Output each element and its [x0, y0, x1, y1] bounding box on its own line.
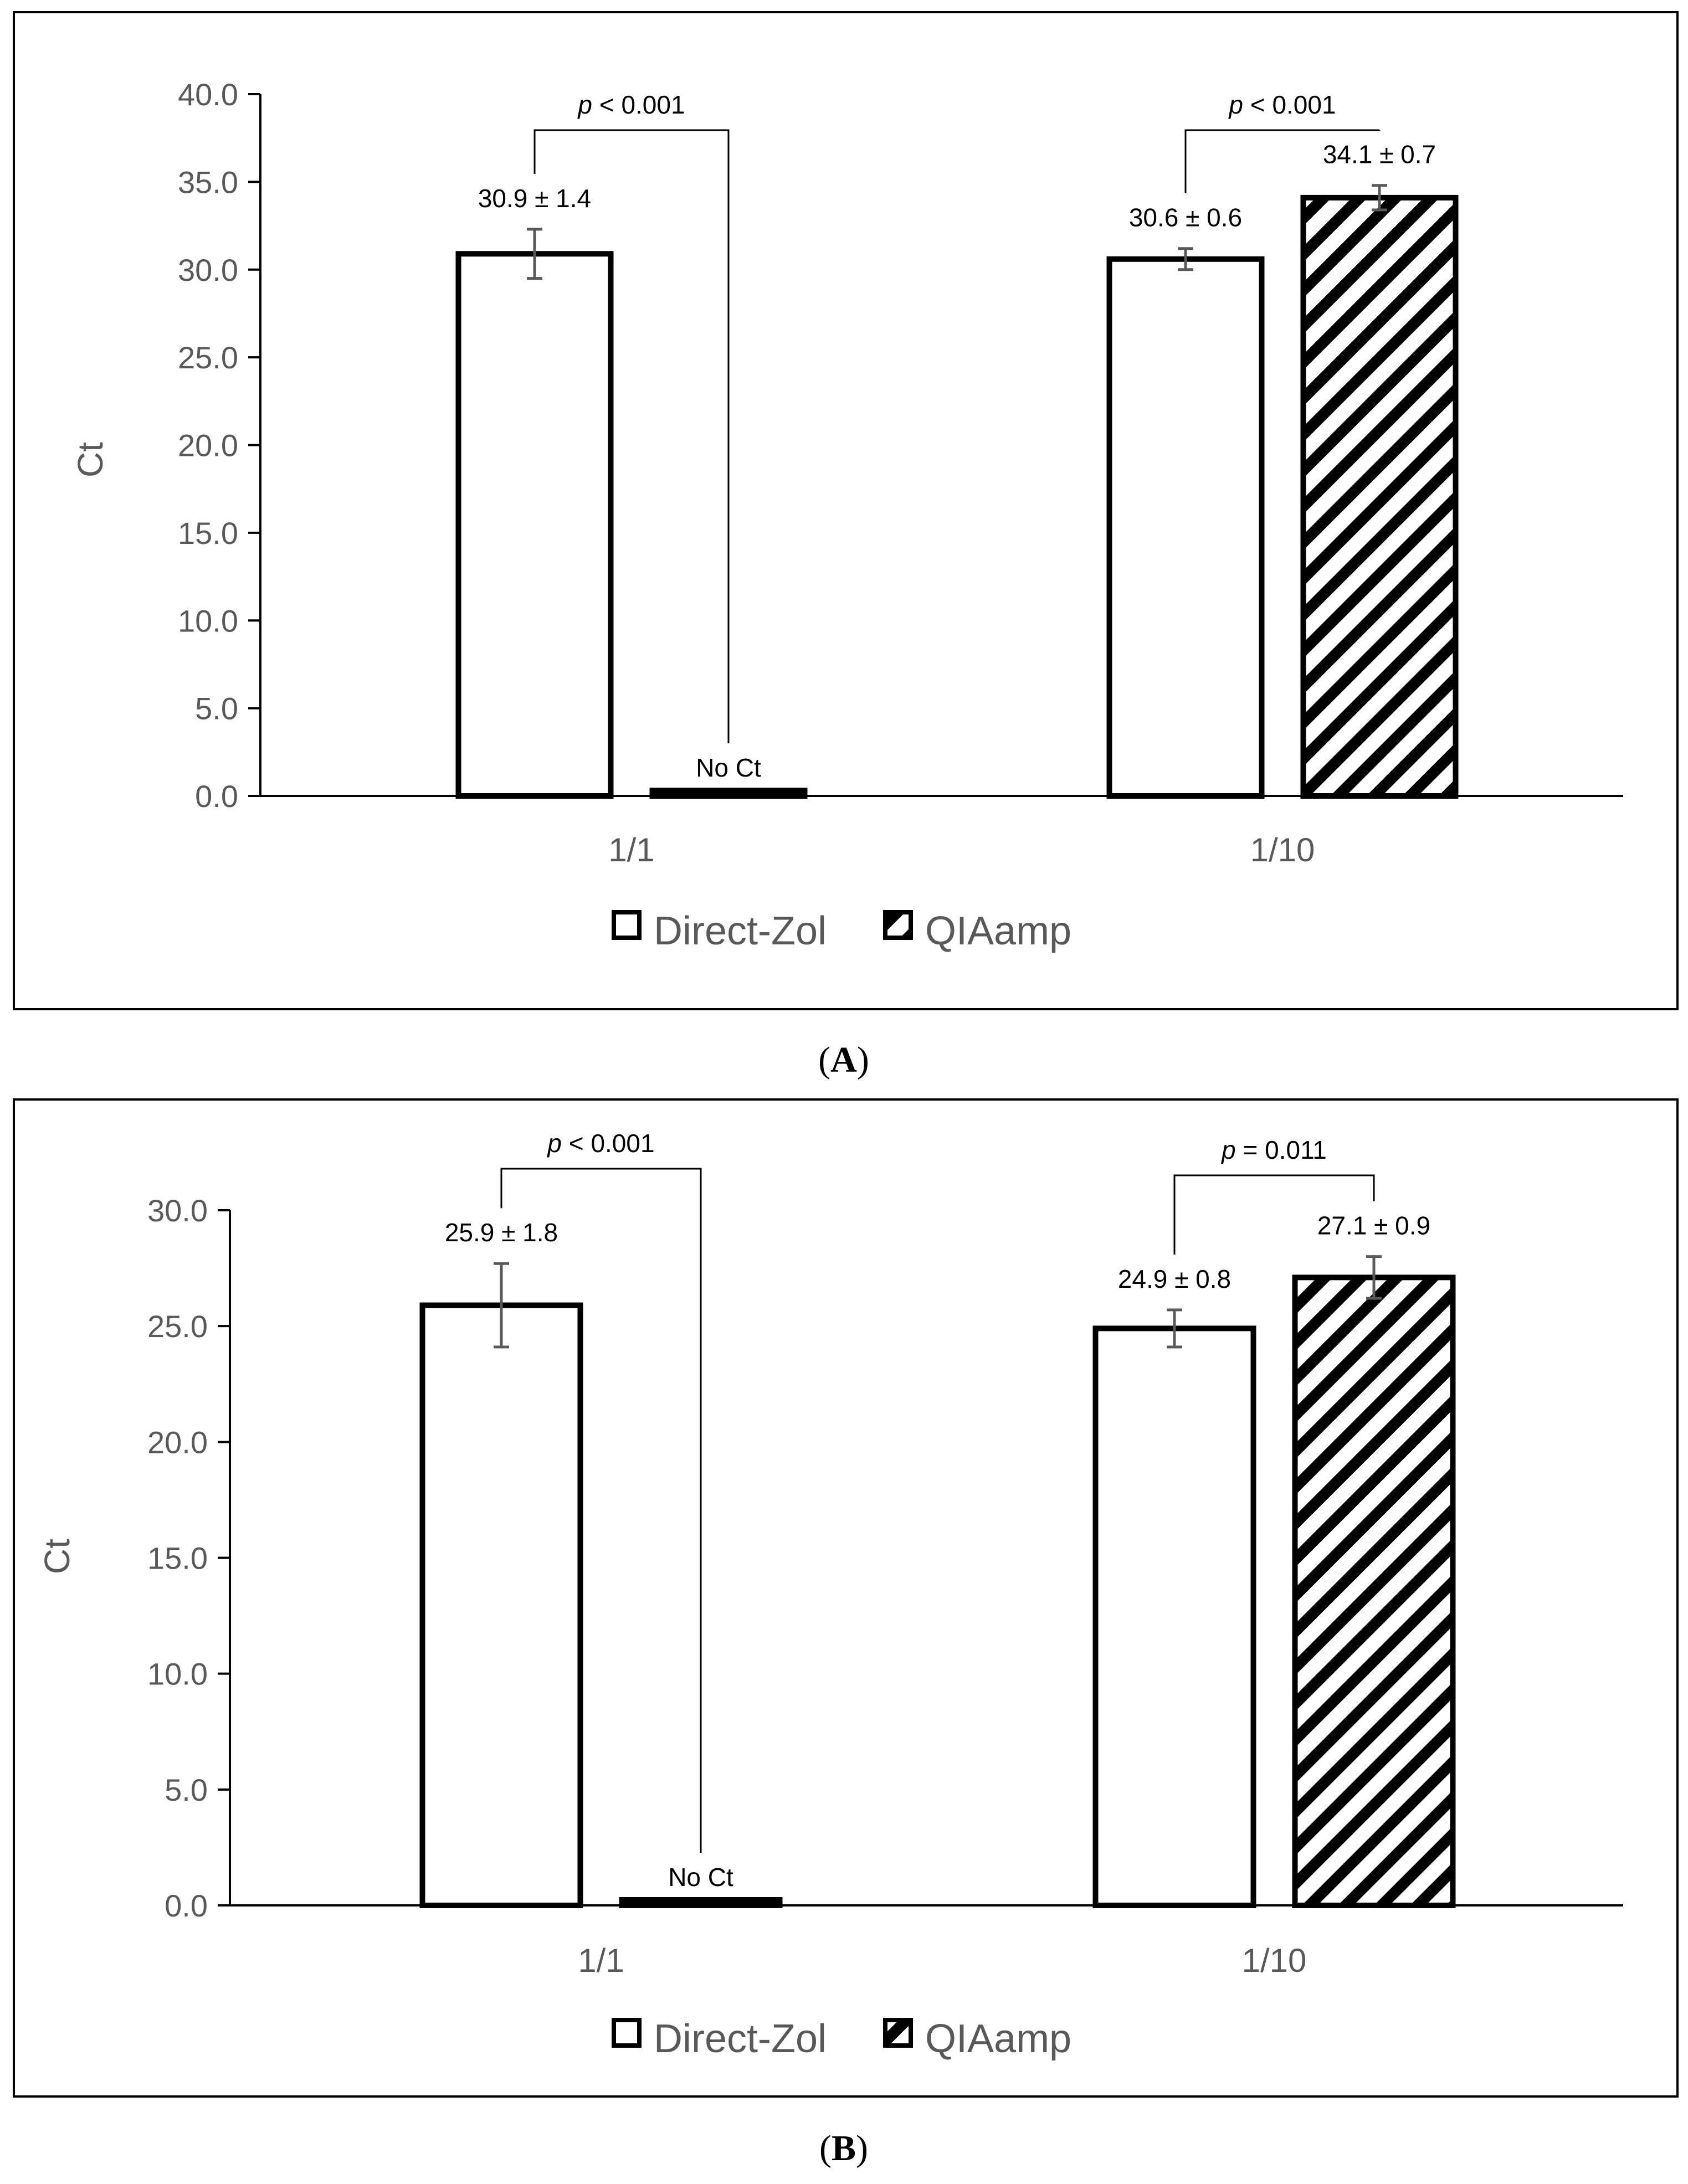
y-tick-label: 5.0: [165, 1772, 208, 1807]
significance-bracket: [533, 129, 730, 743]
caption-letter: A: [830, 1040, 857, 1080]
caption-close: ): [857, 1040, 869, 1080]
data-label: 30.6 ± 0.6: [1129, 203, 1242, 232]
significance-bracket: [1184, 129, 1381, 193]
category-label: 1/10: [1242, 1942, 1307, 1979]
y-axis-label: Ct: [70, 442, 110, 477]
p-symbol: p: [1228, 90, 1243, 119]
p-value-text: < 0.001: [1243, 90, 1336, 119]
p-value-text: < 0.001: [562, 1129, 655, 1158]
p-symbol: p: [546, 1129, 562, 1158]
bar-qiaamp-1: [1300, 194, 1459, 799]
bar-qiaamp-1: [1292, 1275, 1456, 1908]
legend-swatch-qiaamp: [883, 910, 913, 940]
chart-panel-b: 0.0 5.0 10.0 15.0 20.0 25.0 30.0 Ct 25.9 ± 1.8 No…: [13, 1098, 1679, 2098]
y-tick-label: 25.0: [147, 1309, 208, 1344]
legend-label: Direct-Zol: [654, 2017, 827, 2061]
p-symbol: p: [577, 90, 592, 119]
data-label: No Ct: [668, 1863, 733, 1892]
y-tick-label: 10.0: [178, 603, 238, 638]
bar-direct-zol-1: [1106, 256, 1265, 799]
legend-label: Direct-Zol: [654, 909, 827, 953]
y-tick-label: 15.0: [178, 516, 238, 551]
legend-label: QIAamp: [925, 909, 1071, 953]
significance-bracket: [500, 1168, 702, 1853]
legend-swatch-qiaamp: [883, 2018, 913, 2048]
y-tick-label: 30.0: [178, 253, 238, 287]
y-tick-label: 5.0: [195, 691, 238, 726]
panel-caption: (B): [819, 2128, 868, 2168]
caption-open: (: [819, 2128, 832, 2168]
caption-open: (: [818, 1040, 830, 1080]
y-tick-label: 30.0: [147, 1193, 208, 1228]
legend-label: QIAamp: [925, 2017, 1071, 2061]
y-tick-label: 0.0: [165, 1888, 208, 1923]
y-tick-label: 40.0: [178, 77, 238, 112]
category-label: 1/1: [608, 831, 654, 869]
data-label: 27.1 ± 0.9: [1317, 1211, 1430, 1240]
data-label: 25.9 ± 1.8: [445, 1218, 558, 1247]
caption-letter: B: [832, 2128, 856, 2168]
significance-bracket: [1173, 1174, 1375, 1255]
y-tick-label: 10.0: [147, 1657, 208, 1692]
y-tick-label: 0.0: [195, 779, 238, 814]
category-label: 1/10: [1250, 831, 1315, 869]
y-tick-label: 15.0: [147, 1541, 208, 1576]
p-value-text: = 0.011: [1236, 1135, 1327, 1164]
p-value-label: p < 0.001: [577, 90, 685, 119]
data-label: 34.1 ± 0.7: [1323, 140, 1436, 169]
y-axis-label: Ct: [37, 1539, 77, 1574]
legend-swatch-direct-zol: [612, 910, 642, 940]
category-label: 1/1: [578, 1942, 624, 1979]
panel-caption: (A): [818, 1040, 869, 1080]
panel-frame: [13, 1098, 1679, 2098]
bar-direct-zol-1: [1092, 1325, 1256, 1909]
chart-panel-a: 0.0 5.0 10.0 15.0 20.0 25.0 30.0 35.0 40.0 Ct 30.9…: [13, 11, 1679, 1010]
p-value-label: p < 0.001: [1228, 90, 1336, 119]
p-value-text: < 0.001: [592, 90, 685, 119]
p-value-label: p < 0.001: [546, 1129, 654, 1158]
y-tick-label: 20.0: [147, 1425, 208, 1460]
bar-direct-zol-0: [419, 1302, 583, 1908]
p-symbol: p: [1220, 1135, 1236, 1164]
data-label: No Ct: [696, 753, 761, 782]
y-tick-label: 25.0: [178, 340, 238, 375]
y-tick-label: 35.0: [178, 165, 238, 199]
p-value-label: p = 0.011: [1220, 1135, 1327, 1164]
caption-close: ): [856, 2128, 868, 2168]
bar-direct-zol-0: [455, 251, 614, 799]
y-tick-label: 20.0: [178, 428, 238, 463]
data-label: 24.9 ± 0.8: [1118, 1265, 1231, 1293]
data-label: 30.9 ± 1.4: [478, 184, 591, 213]
legend-swatch-direct-zol: [612, 2018, 642, 2048]
panel-frame: [13, 11, 1679, 1010]
